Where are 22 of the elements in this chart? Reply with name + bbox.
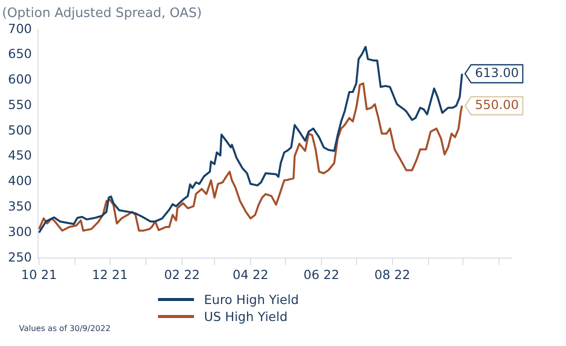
y-tick-label: 600 — [8, 72, 32, 87]
x-tick-label: 10 21 — [21, 266, 57, 282]
x-tick-label: 08 22 — [374, 266, 410, 282]
data-label: 550.00 — [475, 96, 519, 112]
y-tick-label: 550 — [8, 96, 32, 112]
x-tick-label: 04 22 — [232, 266, 268, 282]
y-tick-label: 650 — [8, 46, 32, 62]
y-tick-label: 250 — [8, 249, 32, 264]
text: Values as of 30/9/2022 — [19, 324, 111, 333]
x-tick-label: 12 21 — [92, 266, 128, 282]
legend-label: US High Yield — [204, 308, 288, 325]
y-tick-label: 300 — [8, 224, 32, 239]
y-tick-label: 500 — [8, 122, 32, 138]
x-tick-label: 06 22 — [304, 266, 340, 282]
x-tick-label: 02 22 — [164, 266, 200, 282]
y-tick-label: 400 — [8, 173, 32, 188]
y-tick-label: 450 — [8, 148, 32, 163]
chart-title: (Option Adjusted Spread, OAS) — [2, 6, 202, 22]
y-tick-label: 350 — [8, 198, 32, 214]
y-tick-label: 700 — [8, 20, 32, 36]
legend-label: Euro High Yield — [204, 291, 299, 308]
data-label: 613.00 — [475, 65, 519, 80]
